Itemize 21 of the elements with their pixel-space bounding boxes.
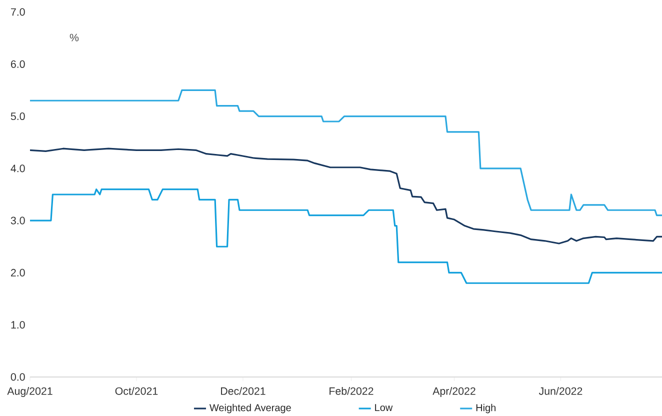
x-tick-label: Aug/2021 xyxy=(7,387,52,397)
y-tick-label: 3.0 xyxy=(10,216,25,224)
y-tick-label: 6.0 xyxy=(11,60,25,68)
y-tick-label: 4.0 xyxy=(10,164,25,172)
y-axis-title: % xyxy=(70,34,79,42)
legend-label: Weighted Average xyxy=(209,404,291,414)
y-tick-label: 2.0 xyxy=(11,268,25,276)
line-series xyxy=(30,148,662,244)
y-tick-label: 0.0 xyxy=(10,373,25,381)
y-tick-label: 7.0 xyxy=(11,8,25,16)
line-series xyxy=(30,89,662,216)
legend-label: High xyxy=(476,404,496,414)
line-series xyxy=(30,188,662,284)
x-tick-label: Dec/2021 xyxy=(221,387,266,395)
y-tick-label: 1.0 xyxy=(11,321,25,329)
x-tick-label: Apr/2022 xyxy=(432,387,476,397)
x-tick-label: Jun/2022 xyxy=(538,387,582,395)
x-tick-label: Feb/2022 xyxy=(330,387,374,395)
x-tick-label: Oct/2021 xyxy=(115,387,158,395)
y-tick-label: 5.0 xyxy=(10,112,25,120)
legend-label: Low xyxy=(375,404,393,412)
